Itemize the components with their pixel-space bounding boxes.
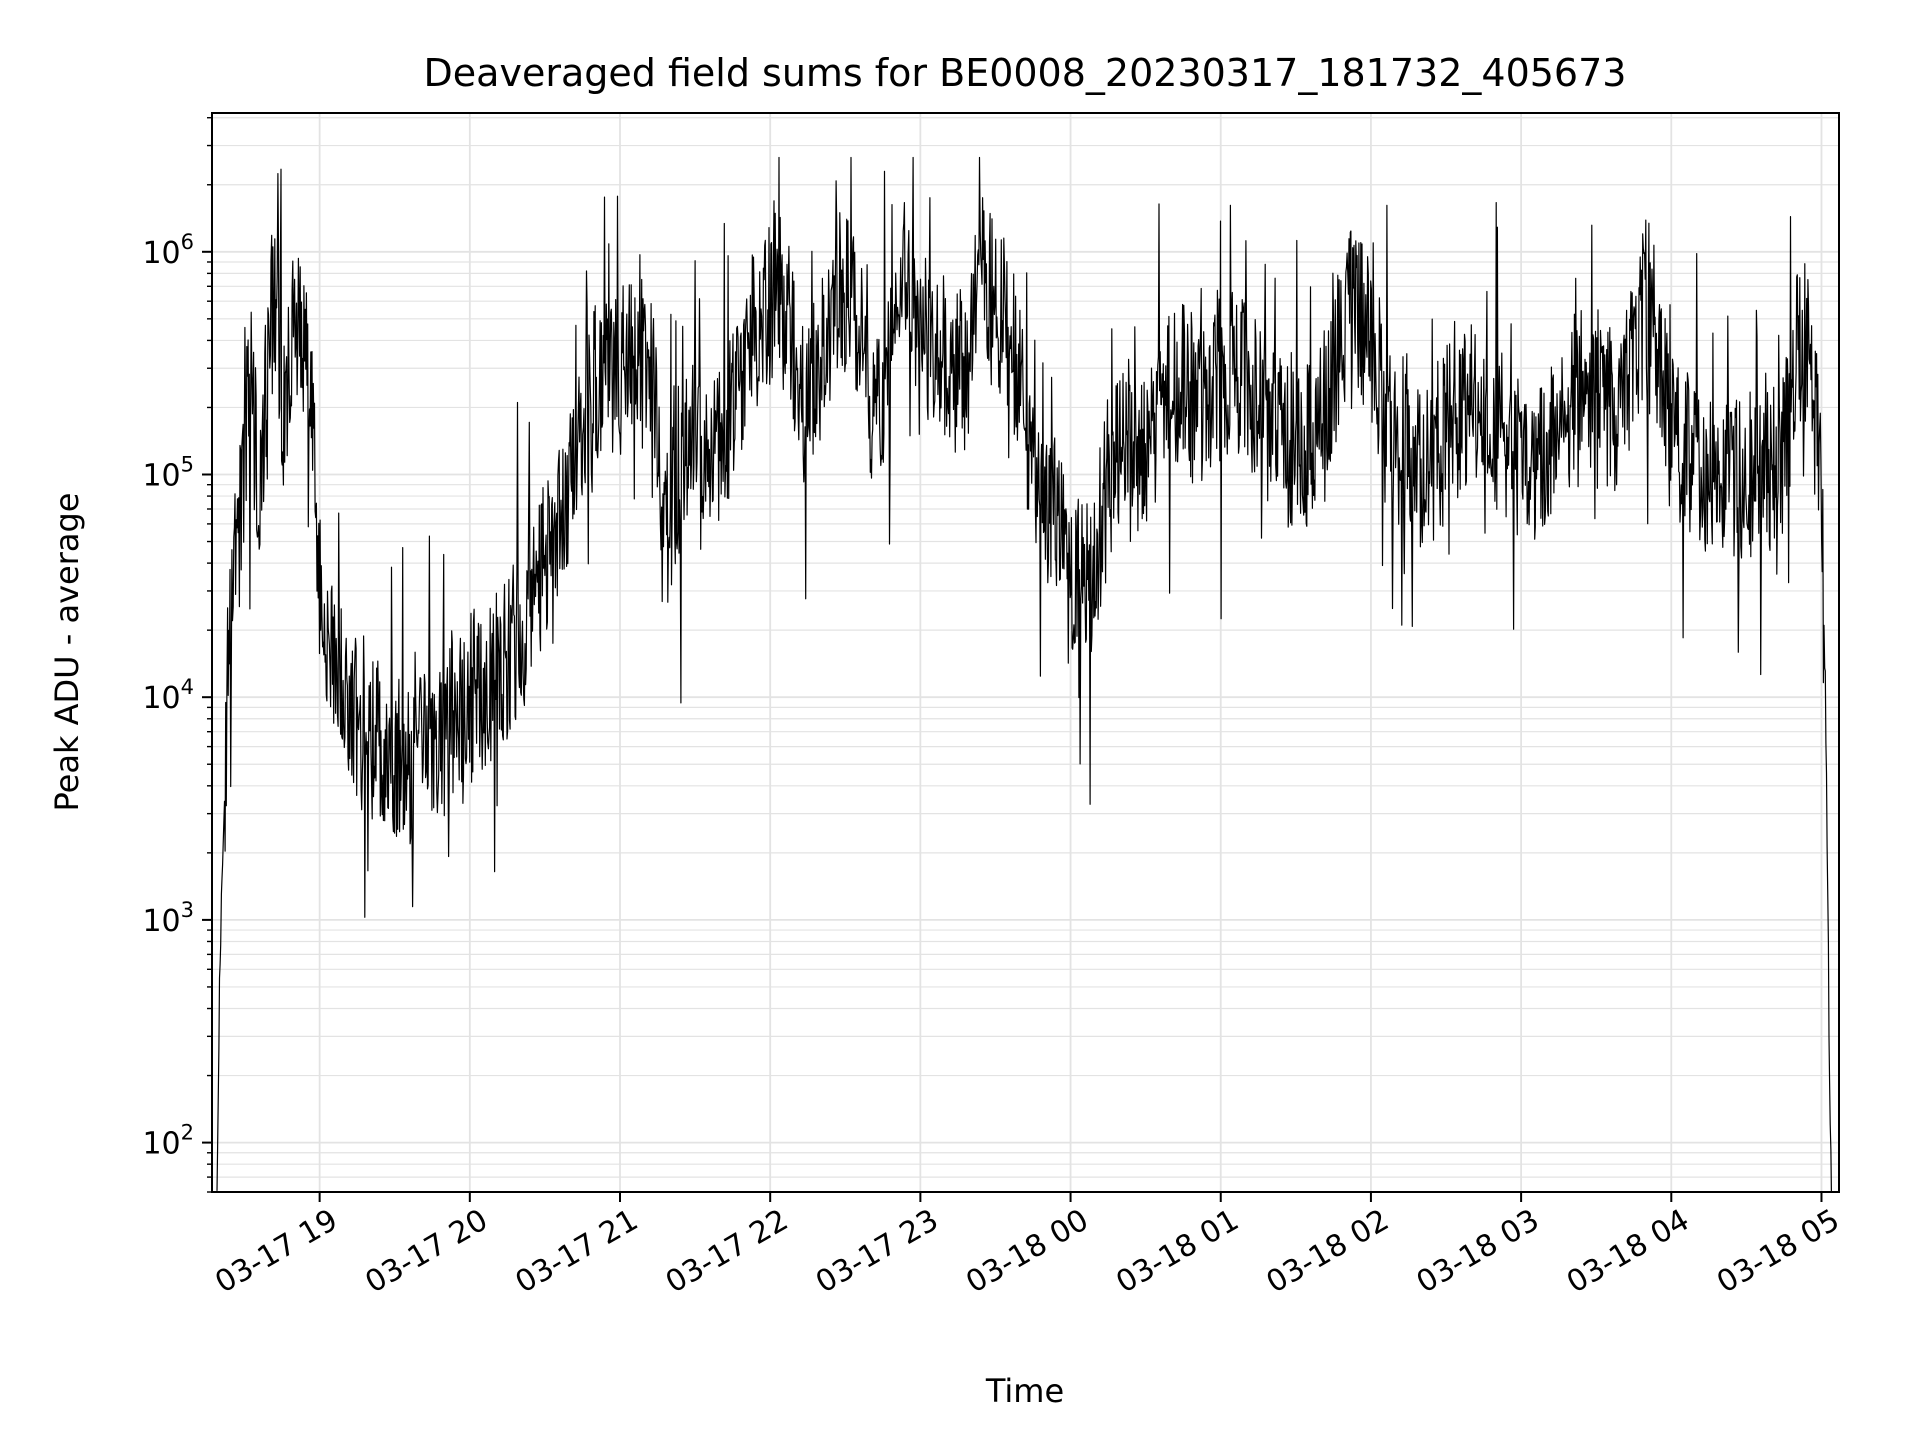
series-line [216,156,1832,1192]
y-tick-label: 103 [142,898,194,939]
y-tick-label: 106 [142,230,194,271]
grid-lines [212,113,1839,1193]
plot-frame [211,112,1840,1193]
y-axis: 102 103 104 105 106 [142,117,212,1193]
chart-title: Deaveraged field sums for BE0008_2023031… [424,51,1627,95]
y-tick-label: 104 [142,675,194,716]
y-tick-label: 102 [142,1121,194,1162]
y-axis-label: Peak ADU - average [48,493,86,812]
y-tick-label: 105 [142,452,194,493]
x-axis-label: Time [985,1372,1064,1410]
